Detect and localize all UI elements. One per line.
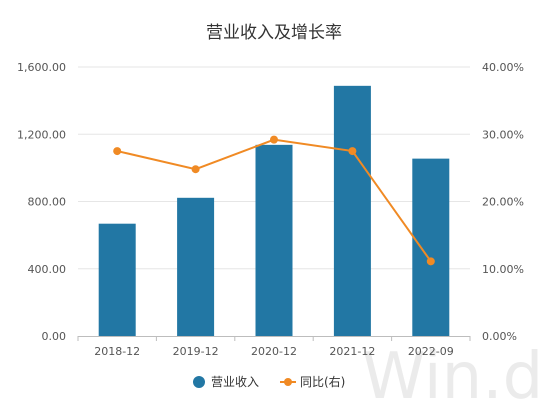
- bar: [412, 158, 450, 336]
- bar: [255, 144, 293, 336]
- left-tick-label: 0.00: [42, 330, 67, 343]
- x-tick-label: 2019-12: [173, 345, 219, 358]
- x-tick-label: 2022-09: [408, 345, 454, 358]
- right-tick-label: 40.00%: [482, 61, 524, 74]
- legend-item-revenue[interactable]: 营业收入: [193, 375, 259, 389]
- chart-title: 营业收入及增长率: [206, 23, 342, 43]
- legend-marker: [284, 378, 292, 386]
- left-tick-label: 1,200.00: [17, 128, 66, 141]
- line-point: [113, 147, 122, 156]
- right-axis-ticks: 0.00% 10.00% 20.00% 30.00% 40.00%: [482, 61, 524, 343]
- line-point: [270, 135, 278, 144]
- right-tick-label: 10.00%: [482, 263, 524, 276]
- right-tick-label: 20.00%: [482, 196, 524, 209]
- legend-label: 同比(右): [300, 374, 345, 389]
- left-tick-label: 1,600.00: [17, 61, 66, 74]
- line-point: [191, 165, 200, 174]
- legend[interactable]: 营业收入 同比(右): [193, 374, 345, 389]
- left-axis-ticks: 0.00 400.00 800.00 1,200.00 1,600.00: [17, 61, 66, 343]
- line-series: [113, 135, 435, 266]
- right-tick-label: 30.00%: [482, 128, 524, 141]
- x-tick-label: 2020-12: [251, 345, 297, 358]
- left-tick-label: 800.00: [28, 196, 67, 209]
- line-point: [426, 257, 435, 266]
- legend-marker: [193, 376, 205, 388]
- left-tick-label: 400.00: [28, 263, 67, 276]
- x-tick-label: 2018-12: [94, 345, 140, 358]
- right-tick-label: 0.00%: [482, 330, 517, 343]
- bar: [177, 197, 215, 336]
- watermark: Win.d: [362, 340, 543, 403]
- x-axis: 2018-12 2019-12 2020-12 2021-12 2022-09: [77, 336, 471, 358]
- legend-label: 营业收入: [211, 375, 259, 389]
- legend-item-yoy[interactable]: 同比(右): [280, 374, 345, 389]
- bar: [333, 85, 371, 336]
- x-tick-label: 2021-12: [329, 345, 375, 358]
- line-point: [348, 147, 357, 156]
- bar: [98, 223, 136, 336]
- bar-series: [98, 85, 450, 336]
